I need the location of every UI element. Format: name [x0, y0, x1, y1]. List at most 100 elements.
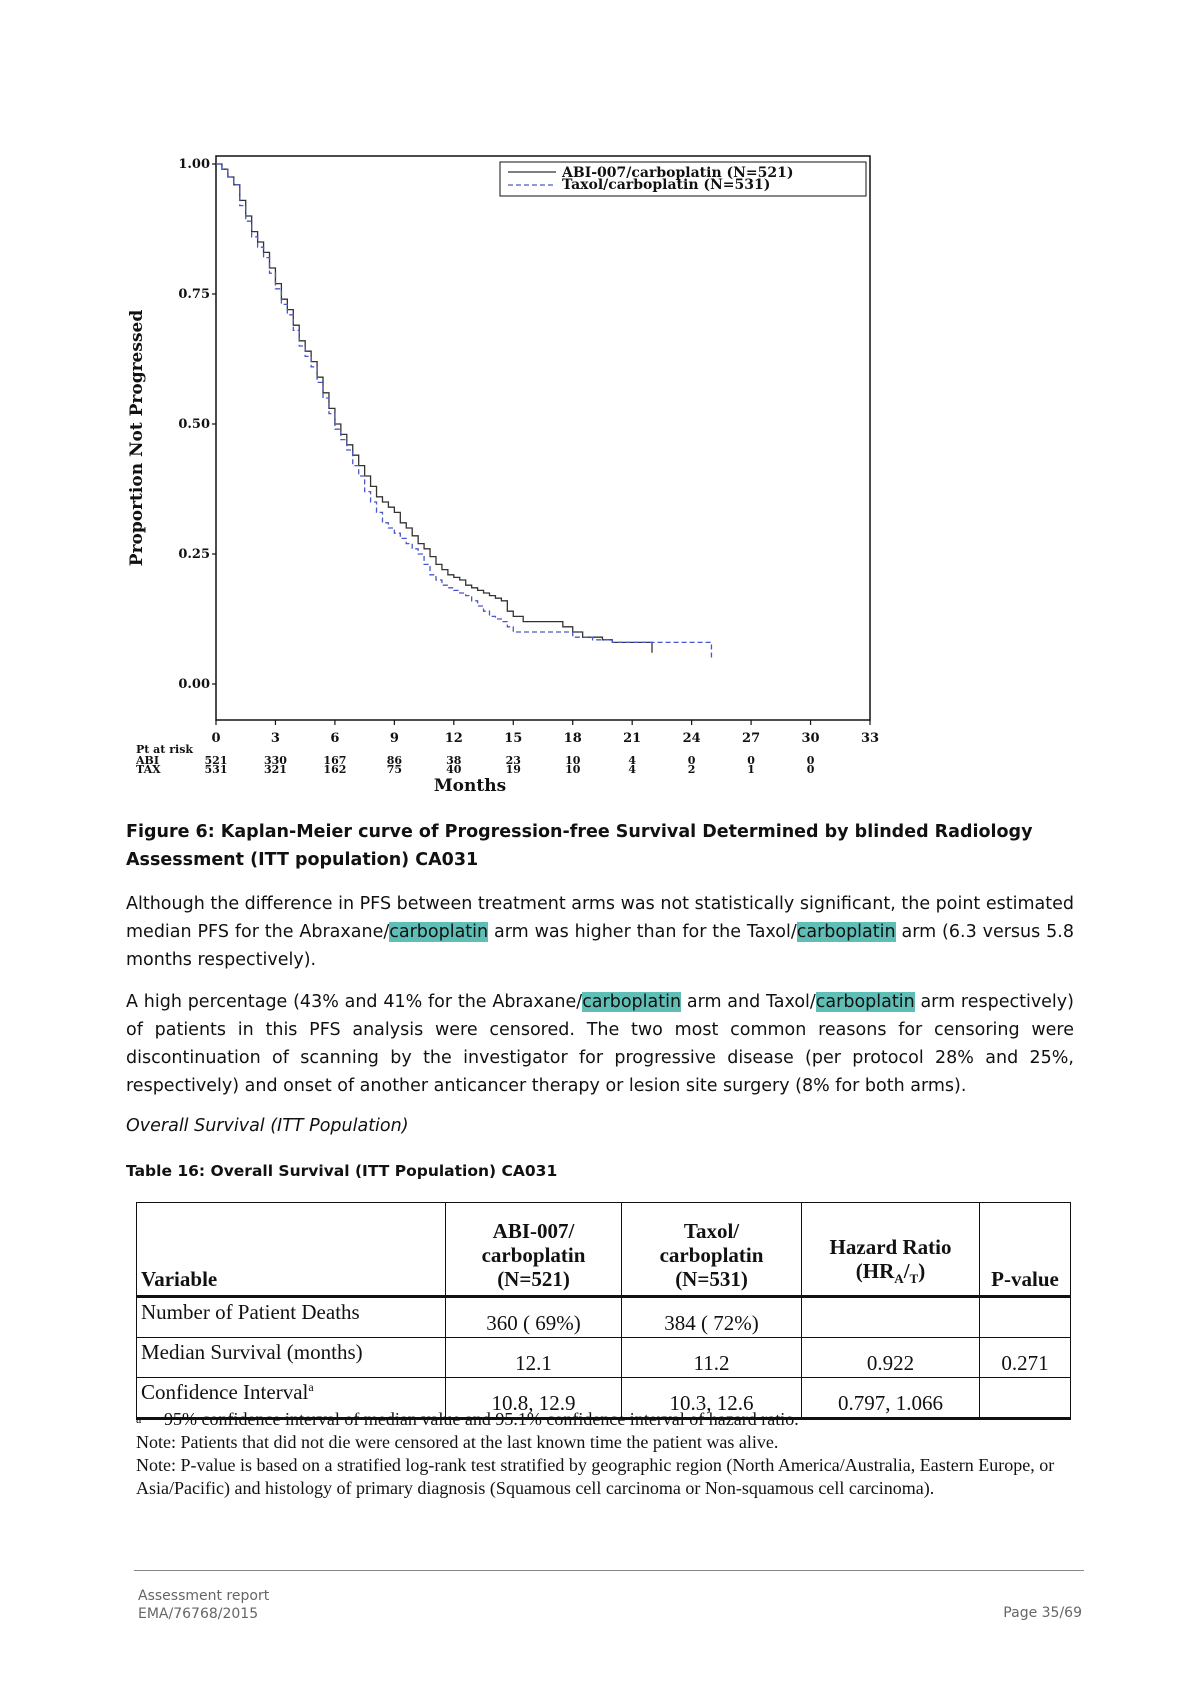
row-label: Median Survival (months): [136, 1337, 446, 1378]
p1-text-3: arm (6.3 versus 5.8 months respectively)…: [126, 922, 1074, 970]
cell-tax: 384 ( 72%): [621, 1296, 802, 1338]
p1-text-2: arm was higher than for the Taxol/: [488, 922, 797, 942]
paragraph-2: A high percentage (43% and 41% for the A…: [126, 988, 1074, 1100]
table-note-2: Note: P-value is based on a stratified l…: [136, 1455, 1055, 1498]
table-row: Median Survival (months) 12.1 11.2 0.922…: [136, 1337, 1071, 1378]
km-chart: 0.000.250.500.751.00 0 3 6 9 12 15 18 21 24 27 30 3…: [127, 155, 879, 796]
footer-left: Assessment report EMA/76768/2015: [138, 1587, 269, 1623]
legend-label-tax: Taxol/carboplatin (N=531): [562, 177, 770, 193]
at-risk-count-abi: 0: [747, 754, 755, 767]
table-note-1: Note: Patients that did not die were cen…: [136, 1432, 779, 1452]
y-tick-label: 0.25: [178, 547, 210, 562]
y-ticks: 0.00 0.25 0.50 0.75 1.00: [178, 157, 216, 692]
at-risk-count-tax: 531: [205, 763, 228, 776]
cell-p: 0.271: [979, 1337, 1071, 1378]
at-risk-count-tax: 4: [628, 763, 636, 776]
header-taxol: Taxol/carboplatin (N=531): [621, 1202, 802, 1298]
section-subheading: Overall Survival (ITT Population): [126, 1116, 409, 1136]
table-header-row: Variable ABI-007/carboplatin (N=521) Taxo…: [136, 1202, 1071, 1298]
footer-report-type: Assessment report: [138, 1588, 270, 1604]
footer-doc-id: EMA/76768/2015: [138, 1606, 259, 1622]
x-axis-title: Months: [434, 776, 506, 796]
p2-text-2: arm and Taxol/: [681, 992, 816, 1012]
cell-abi: 360 ( 69%): [445, 1296, 622, 1338]
at-risk-count-tax: 75: [387, 763, 402, 776]
at-risk-count-abi: 167: [323, 754, 346, 767]
series-group: [216, 163, 713, 658]
at-risk-count-tax: 1: [747, 763, 755, 776]
at-risk-count-abi: 0: [807, 754, 815, 767]
at-risk-count-abi: 521: [205, 754, 228, 767]
header-hazard-ratio: Hazard Ratio (HRA/T): [801, 1202, 980, 1298]
plot-frame: [215, 155, 871, 721]
series-line-abi: [216, 163, 653, 653]
at-risk-count-tax: 10: [565, 763, 581, 776]
at-risk-count-abi: 4: [628, 754, 636, 767]
legend: ABI-007/carboplatin (N=521) Taxol/carbop…: [499, 161, 867, 197]
table-caption: Table 16: Overall Survival (ITT Populati…: [126, 1162, 558, 1180]
row-label: Number of Patient Deaths: [136, 1296, 446, 1338]
cell-tax: 10.3, 12.6: [621, 1377, 802, 1420]
at-risk-count-abi: 23: [506, 754, 521, 767]
x-tick-label: 12: [445, 731, 463, 746]
x-tick-label: 6: [330, 731, 339, 746]
y-tick-label: 0.75: [178, 287, 210, 302]
cell-hr: [801, 1296, 980, 1338]
at-risk-count-tax: 321: [264, 763, 287, 776]
p2-highlight-2: carboplatin: [815, 992, 915, 1012]
cell-hr: 0.922: [801, 1337, 980, 1378]
at-risk-row-abi: ABI: [135, 754, 159, 767]
header-variable: Variable: [136, 1202, 446, 1298]
figure-caption: Figure 6: Kaplan-Meier curve of Progress…: [126, 822, 1033, 870]
table-row: Number of Patient Deaths 360 ( 69%) 384 …: [136, 1296, 1071, 1338]
at-risk-count-tax: 0: [807, 763, 815, 776]
cell-p: [979, 1377, 1071, 1420]
cell-abi: 10.8, 12.9: [445, 1377, 622, 1420]
footnote-marker: a: [136, 1412, 142, 1426]
x-tick-label: 30: [801, 731, 819, 746]
table-row: Confidence Intervala 10.8, 12.9 10.3, 12…: [136, 1377, 1071, 1420]
y-tick-label: 0.00: [178, 677, 210, 692]
at-risk-row-tax: TAX: [136, 763, 161, 776]
row-label: Confidence Intervala: [136, 1377, 446, 1420]
x-tick-label: 27: [742, 731, 760, 746]
x-tick-label: 24: [683, 731, 701, 746]
cell-abi: 12.1: [445, 1337, 622, 1378]
at-risk-count-abi: 10: [565, 754, 581, 767]
p1-text-1: Although the difference in PFS between t…: [126, 894, 1074, 942]
cell-tax: 11.2: [621, 1337, 802, 1378]
at-risk-count-tax: 40: [446, 763, 462, 776]
p1-highlight-1: carboplatin: [389, 922, 489, 942]
y-axis-title: Proportion Not Progressed: [127, 310, 147, 567]
overall-survival-table: Variable ABI-007/carboplatin (N=521) Taxo…: [136, 1202, 1071, 1420]
cell-p: [979, 1296, 1071, 1338]
km-figure: 0.00 0.25 0.50 0.75 1.00 0 3 6 9 12 15 18 21 24 27 30 3…: [120, 140, 900, 800]
x-tick-label: 0: [211, 731, 220, 746]
at-risk-count-abi: 0: [688, 754, 696, 767]
x-tick-label: 15: [504, 731, 522, 746]
x-tick-label: 21: [623, 731, 641, 746]
p1-highlight-2: carboplatin: [796, 922, 896, 942]
x-tick-label: 33: [861, 731, 879, 746]
footer-divider: [134, 1570, 1084, 1571]
x-tick-label: 9: [390, 731, 399, 746]
table-footnote: a 95% confidence interval of median value…: [136, 1409, 799, 1429]
p2-text-1: A high percentage (43% and 41% for the A…: [126, 992, 583, 1012]
legend-label-abi: ABI-007/carboplatin (N=521): [561, 165, 794, 181]
paragraph-1: Although the difference in PFS between t…: [126, 890, 1074, 974]
x-ticks: 0 3 6 9 12 15 18 21 24 27 30 33: [211, 720, 879, 746]
at-risk-count-abi: 330: [264, 754, 287, 767]
at-risk-count-abi: 38: [446, 754, 462, 767]
at-risk-count-tax: 162: [323, 763, 346, 776]
table-notes: a 95% confidence interval of median value…: [136, 1408, 1066, 1500]
p2-highlight-1: carboplatin: [582, 992, 682, 1012]
x-tick-label: 18: [564, 731, 582, 746]
at-risk-header: Pt at risk: [136, 743, 193, 756]
series-line-tax: [216, 163, 713, 658]
y-tick-label: 0.50: [178, 417, 210, 432]
header-p-value: P-value: [979, 1202, 1071, 1298]
footer-page-number: Page 35/69: [1003, 1605, 1082, 1621]
header-abi: ABI-007/carboplatin (N=521): [445, 1202, 622, 1298]
p2-text-3: arm respectively) of patients in this PF…: [126, 992, 1074, 1096]
